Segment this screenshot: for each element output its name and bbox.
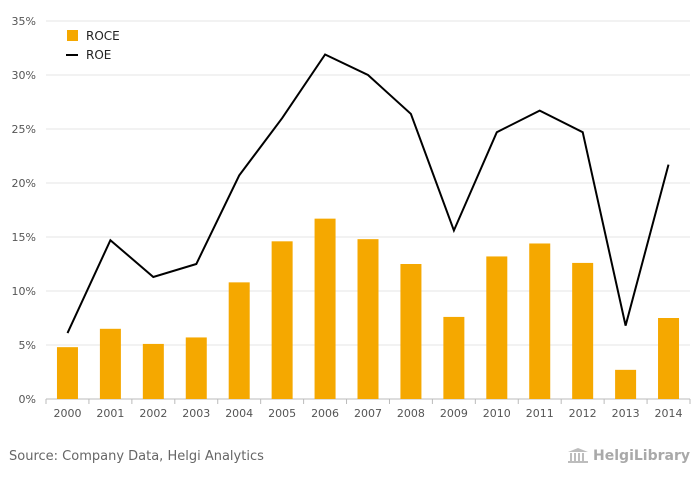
roce-bar (658, 318, 680, 399)
x-tick-label: 2004 (225, 407, 253, 420)
y-tick-label: 20% (12, 177, 36, 190)
x-tick-label: 2000 (53, 407, 81, 420)
legend: ROCE ROE (66, 29, 120, 62)
x-tick-label: 2002 (139, 407, 167, 420)
roce-bar (357, 239, 379, 399)
y-tick-label: 0% (19, 393, 36, 406)
roce-bar (185, 337, 207, 399)
roce-bar (56, 347, 78, 399)
x-tick-label: 2001 (96, 407, 124, 420)
roe-line (66, 53, 670, 334)
x-tick-label: 2005 (268, 407, 296, 420)
roce-bar (228, 282, 250, 399)
x-tick-label: 2011 (526, 407, 554, 420)
legend-label-roe: ROE (86, 48, 111, 62)
y-tick-label: 30% (12, 69, 36, 82)
x-tick-label: 2007 (354, 407, 382, 420)
legend-swatch-roce (67, 30, 78, 41)
y-tick-label: 35% (12, 15, 36, 28)
library-building-icon (568, 448, 589, 463)
chart: 0%5%10%15%20%25%30%35% 2000 2001 2002 2003 2… (12, 15, 691, 420)
roce-bar (529, 243, 551, 399)
y-tick-label: 5% (19, 339, 36, 352)
x-tick-label: 2008 (397, 407, 425, 420)
roce-bar (99, 328, 121, 399)
y-tick-label: 25% (12, 123, 36, 136)
roce-bar (314, 218, 336, 399)
roce-bar (400, 264, 422, 399)
y-axis-ticks: 0% 5% 10% 15% 20% 25% 30% 35% (12, 15, 36, 406)
x-tick-label: 2003 (182, 407, 210, 420)
logo-text: HelgiLibrary (593, 448, 690, 464)
legend-label-roce: ROCE (86, 29, 120, 43)
roce-bar (486, 256, 508, 399)
x-tick-label: 2012 (569, 407, 597, 420)
roce-bars (56, 218, 680, 399)
x-axis-ticks: 2000 2001 2002 2003 2004 2005 2006 2007 2008 2009… (45, 399, 691, 420)
x-tick-label: 2010 (483, 407, 511, 420)
x-tick-label: 2013 (612, 407, 640, 420)
roce-bar (572, 262, 594, 399)
y-tick-label: 15% (12, 231, 36, 244)
helgi-library-logo: HelgiLibrary (567, 448, 690, 464)
source-note: Source: Company Data, Helgi Analytics (9, 449, 264, 464)
y-tick-label: 10% (12, 285, 36, 298)
roce-bar (142, 343, 164, 399)
roce-bar (271, 241, 293, 399)
x-tick-label: 2006 (311, 407, 339, 420)
roe-line-group (66, 53, 670, 334)
x-tick-label: 2009 (440, 407, 468, 420)
roce-bar (615, 369, 637, 399)
roce-bar (443, 316, 465, 399)
x-tick-label: 2014 (655, 407, 683, 420)
